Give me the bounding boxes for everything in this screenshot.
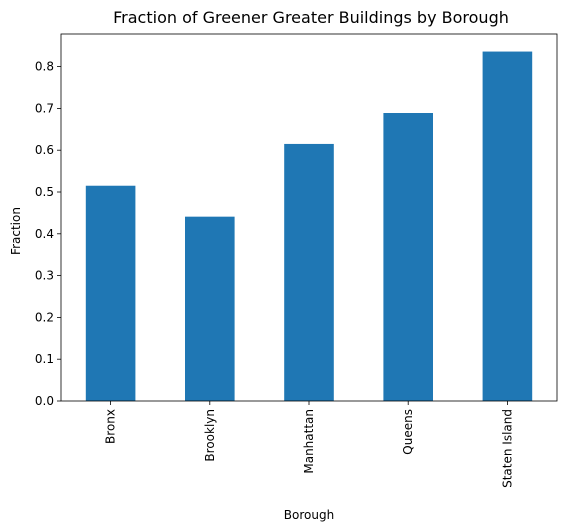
bar-staten-island	[482, 51, 533, 401]
y-tick-label: 0.3	[35, 269, 54, 283]
bar-queens	[383, 113, 433, 402]
y-tick-label: 0.5	[35, 185, 54, 199]
x-tick-label-brooklyn: Brooklyn	[203, 409, 217, 462]
y-tick-label: 0.1	[35, 352, 54, 366]
y-tick-label: 0.7	[35, 101, 54, 115]
bar-bronx	[85, 185, 136, 401]
x-tick-label-queens: Queens	[401, 409, 415, 455]
x-tick-label-manhattan: Manhattan	[302, 409, 316, 474]
bar-manhattan	[284, 143, 334, 401]
plot-area: Bronx Brooklyn Manhattan Queens Staten Islan…	[35, 33, 558, 488]
chart-title: Fraction of Greener Greater Buildings by…	[113, 8, 509, 27]
x-axis-label: Borough	[284, 508, 334, 522]
y-tick-label: 0.4	[35, 227, 54, 241]
x-tick-label-staten-island: Staten Island	[500, 409, 514, 488]
bar-brooklyn	[185, 216, 235, 401]
y-tick-label: 0.6	[35, 143, 54, 157]
x-tick-label-bronx: Bronx	[104, 409, 118, 444]
y-tick-label: 0.0	[35, 394, 54, 408]
y-tick-label: 0.2	[35, 310, 54, 324]
plot-frame	[60, 33, 558, 402]
y-tick-label: 0.8	[35, 60, 54, 74]
y-axis-label: Fraction	[9, 207, 23, 255]
